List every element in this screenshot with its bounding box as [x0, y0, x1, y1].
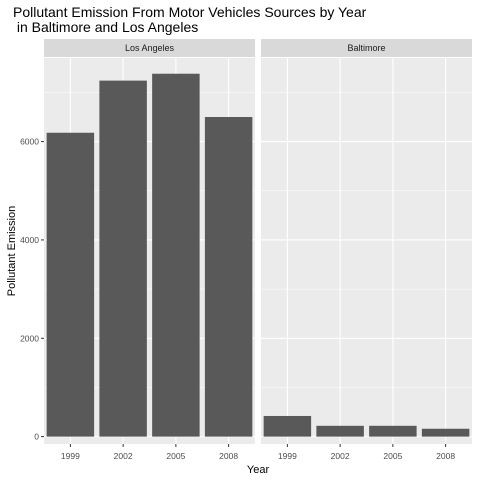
- y-tick-label: 6000: [20, 137, 39, 147]
- facet-strip-baltimore: [261, 39, 472, 57]
- bar-baltimore-1999: [263, 415, 312, 437]
- x-tick-label: 2005: [383, 451, 402, 461]
- y-tick-label: 0: [34, 432, 39, 442]
- facet-label-baltimore: Baltimore: [347, 43, 385, 53]
- bar-los-angeles-2005: [152, 73, 200, 437]
- x-axis: 1999 2002 2005 2008 1999 2002 2005 2008: [61, 444, 455, 461]
- x-axis-title: Year: [247, 464, 270, 476]
- facet-los-angeles: Los Angeles: [44, 39, 255, 444]
- y-axis: 0 2000 4000 6000: [20, 137, 44, 442]
- y-tick-label: 4000: [20, 235, 39, 245]
- facet-baltimore: Baltimore: [261, 39, 472, 444]
- x-tick-label: 1999: [61, 451, 80, 461]
- facet-label-los-angeles: Los Angeles: [125, 43, 175, 53]
- facet-strip-los-angeles: [44, 39, 255, 57]
- bar-baltimore-2005: [369, 425, 417, 437]
- bar-los-angeles-2002: [99, 80, 147, 437]
- x-tick-label: 1999: [278, 451, 297, 461]
- bar-baltimore-2002: [316, 425, 364, 437]
- facet-panels: Los Angeles Baltimore: [44, 39, 472, 444]
- panel-background-baltimore: [261, 58, 472, 444]
- bar-los-angeles-1999: [46, 132, 95, 437]
- x-tick-label: 2002: [331, 451, 350, 461]
- bar-baltimore-2008: [421, 428, 470, 437]
- x-tick-label: 2008: [436, 451, 455, 461]
- chart-title-line-2: in Baltimore and Los Angeles: [13, 19, 198, 35]
- x-tick-label: 2005: [166, 451, 185, 461]
- chart-title-line-1: Pollutant Emission From Motor Vehicles S…: [13, 4, 367, 20]
- x-tick-label: 2002: [114, 451, 133, 461]
- x-tick-label: 2008: [219, 451, 238, 461]
- y-tick-label: 2000: [20, 333, 39, 343]
- y-axis-title: Pollutant Emission: [6, 206, 18, 297]
- bar-los-angeles-2008: [204, 117, 253, 437]
